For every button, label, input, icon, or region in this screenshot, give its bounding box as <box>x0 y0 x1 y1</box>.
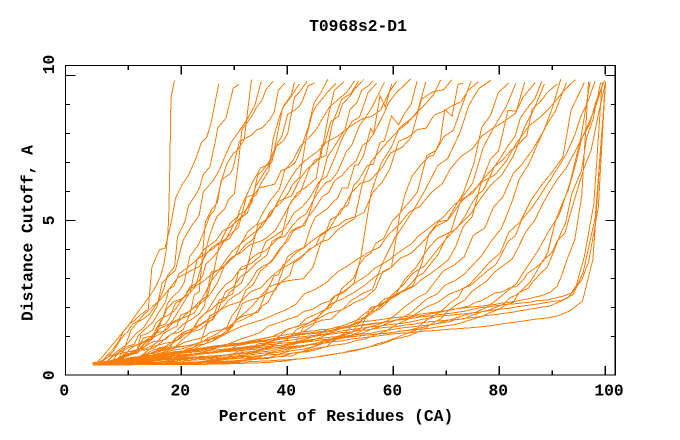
svg-text:40: 40 <box>277 382 297 401</box>
svg-text:Percent of Residues (CA): Percent of Residues (CA) <box>219 407 454 426</box>
svg-text:5: 5 <box>40 215 59 225</box>
svg-text:80: 80 <box>489 382 509 401</box>
svg-text:60: 60 <box>383 382 403 401</box>
svg-text:T0968s2-D1: T0968s2-D1 <box>309 17 407 36</box>
svg-text:0: 0 <box>40 370 59 380</box>
svg-text:100: 100 <box>594 382 623 401</box>
svg-text:10: 10 <box>40 55 59 75</box>
svg-text:20: 20 <box>171 382 191 401</box>
svg-text:0: 0 <box>59 382 69 401</box>
svg-text:Distance Cutoff, A: Distance Cutoff, A <box>19 145 38 321</box>
